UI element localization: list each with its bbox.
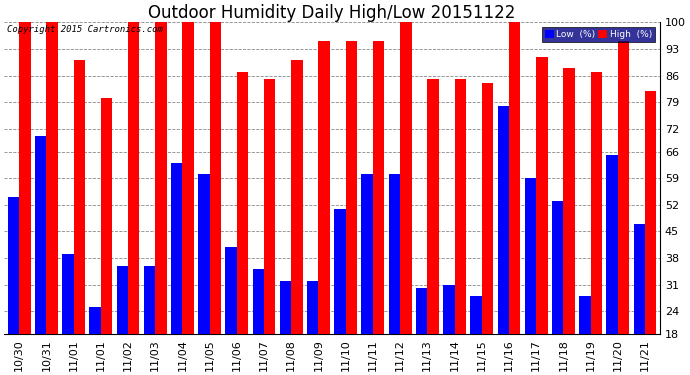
Legend: Low  (%), High  (%): Low (%), High (%)	[542, 27, 655, 42]
Text: Copyright 2015 Cartronics.com: Copyright 2015 Cartronics.com	[8, 26, 164, 34]
Bar	[144, 266, 155, 375]
Bar	[591, 72, 602, 375]
Bar	[618, 41, 629, 375]
Bar	[524, 178, 536, 375]
Bar	[427, 80, 439, 375]
Bar	[117, 266, 128, 375]
Bar	[8, 197, 19, 375]
Bar	[19, 22, 30, 375]
Bar	[536, 57, 548, 375]
Bar	[334, 209, 346, 375]
Bar	[62, 254, 74, 375]
Bar	[497, 106, 509, 375]
Bar	[128, 22, 139, 375]
Bar	[471, 296, 482, 375]
Bar	[645, 91, 656, 375]
Bar	[291, 60, 303, 375]
Bar	[155, 22, 166, 375]
Bar	[182, 22, 194, 375]
Bar	[455, 80, 466, 375]
Bar	[362, 174, 373, 375]
Bar	[101, 98, 112, 375]
Bar	[509, 22, 520, 375]
Bar	[552, 201, 563, 375]
Bar	[579, 296, 591, 375]
Bar	[607, 155, 618, 375]
Bar	[210, 22, 221, 375]
Bar	[89, 308, 101, 375]
Bar	[443, 285, 455, 375]
Bar	[400, 22, 411, 375]
Bar	[35, 136, 46, 375]
Bar	[280, 281, 291, 375]
Bar	[633, 224, 645, 375]
Bar	[416, 288, 427, 375]
Bar	[373, 41, 384, 375]
Bar	[198, 174, 210, 375]
Bar	[319, 41, 330, 375]
Bar	[74, 60, 85, 375]
Bar	[264, 80, 275, 375]
Bar	[388, 174, 400, 375]
Bar	[237, 72, 248, 375]
Bar	[563, 68, 575, 375]
Bar	[226, 247, 237, 375]
Bar	[482, 83, 493, 375]
Title: Outdoor Humidity Daily High/Low 20151122: Outdoor Humidity Daily High/Low 20151122	[148, 4, 515, 22]
Bar	[307, 281, 319, 375]
Bar	[46, 22, 58, 375]
Bar	[346, 41, 357, 375]
Bar	[253, 270, 264, 375]
Bar	[171, 163, 182, 375]
